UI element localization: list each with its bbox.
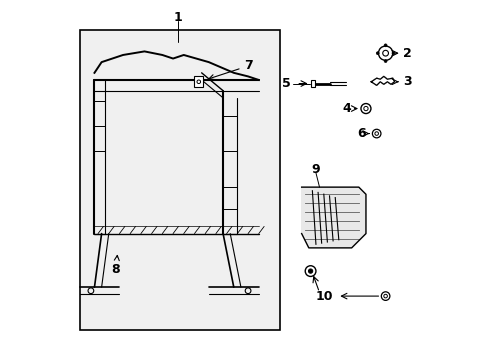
- Text: 8: 8: [111, 256, 120, 276]
- Text: 5: 5: [282, 77, 290, 90]
- Text: 3: 3: [403, 75, 411, 88]
- Text: 10: 10: [315, 289, 333, 303]
- Bar: [310, 80, 314, 87]
- Text: 4: 4: [342, 102, 351, 115]
- Text: 1: 1: [174, 11, 183, 24]
- Text: 2: 2: [403, 47, 411, 60]
- Polygon shape: [370, 76, 394, 85]
- Bar: [194, 76, 203, 87]
- Circle shape: [384, 44, 386, 47]
- Circle shape: [376, 52, 378, 55]
- Text: 7: 7: [208, 59, 253, 80]
- Circle shape: [391, 52, 394, 55]
- Circle shape: [384, 60, 386, 63]
- Text: 6: 6: [357, 127, 365, 140]
- Circle shape: [308, 269, 312, 273]
- Bar: [80, 30, 280, 330]
- Polygon shape: [301, 187, 365, 248]
- Text: 9: 9: [311, 163, 320, 176]
